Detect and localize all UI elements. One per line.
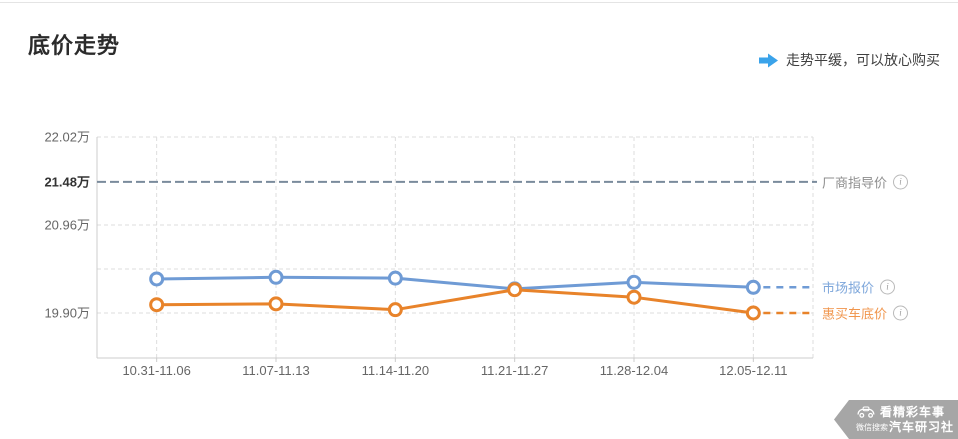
legend-dealer-price-label: 惠买车底价 bbox=[822, 306, 888, 322]
data-point-marker bbox=[745, 279, 761, 295]
series-line-1 bbox=[155, 288, 755, 315]
x-axis-category-label: 11.07-11.13 bbox=[242, 363, 309, 378]
data-point-marker bbox=[268, 269, 284, 285]
data-point-marker bbox=[626, 274, 642, 290]
series-line-0 bbox=[155, 275, 755, 291]
arrow-right-icon bbox=[759, 53, 778, 67]
page-title: 底价走势 bbox=[28, 33, 121, 58]
trend-tip: 走势平缓，可以放心购买 bbox=[759, 50, 940, 70]
y-axis-tick-label: 20.96万 bbox=[44, 218, 90, 233]
legend-guide-price-label: 厂商指导价 bbox=[822, 175, 888, 191]
watermark-badge: 看精彩车事 微信搜索汽车研习社 bbox=[834, 400, 958, 439]
x-axis-category-label: 11.21-11.27 bbox=[481, 363, 548, 378]
data-point-marker bbox=[149, 271, 165, 287]
legend-market-price: 市场报价 i bbox=[822, 278, 896, 297]
trend-tip-text: 走势平缓，可以放心购买 bbox=[786, 52, 940, 68]
y-axis-tick-label: 22.02万 bbox=[44, 130, 90, 145]
data-point-marker bbox=[387, 302, 403, 318]
info-icon[interactable]: i bbox=[880, 279, 896, 295]
y-axis-tick-label: 21.48万 bbox=[44, 174, 90, 189]
y-axis-tick-label: 19.90万 bbox=[44, 306, 90, 321]
watermark-line1: 看精彩车事 bbox=[880, 404, 946, 419]
info-icon[interactable]: i bbox=[893, 174, 909, 190]
watermark-line2: 微信搜索汽车研习社 bbox=[856, 420, 958, 435]
info-icon[interactable]: i bbox=[893, 305, 909, 321]
legend-market-price-label: 市场报价 bbox=[822, 280, 875, 296]
x-axis-category-label: 11.14-11.20 bbox=[362, 363, 429, 378]
x-axis-category-label: 12.05-12.11 bbox=[719, 363, 787, 378]
data-point-marker bbox=[268, 296, 284, 312]
legend-guide-price: 厂商指导价 i bbox=[822, 172, 909, 191]
data-point-marker bbox=[507, 282, 523, 298]
legend-dealer-price: 惠买车底价 i bbox=[822, 304, 909, 323]
data-point-marker bbox=[149, 297, 165, 313]
x-axis-category-label: 11.28-12.04 bbox=[600, 363, 668, 378]
data-point-marker bbox=[745, 305, 761, 321]
top-divider bbox=[0, 2, 958, 3]
car-icon bbox=[857, 406, 875, 418]
watermark-line2-main: 汽车研习社 bbox=[889, 419, 955, 434]
x-axis-category-label: 10.31-11.06 bbox=[122, 363, 190, 378]
watermark-line2-prefix: 微信搜索 bbox=[856, 422, 888, 432]
data-point-marker bbox=[626, 289, 642, 305]
data-point-marker bbox=[387, 270, 403, 286]
